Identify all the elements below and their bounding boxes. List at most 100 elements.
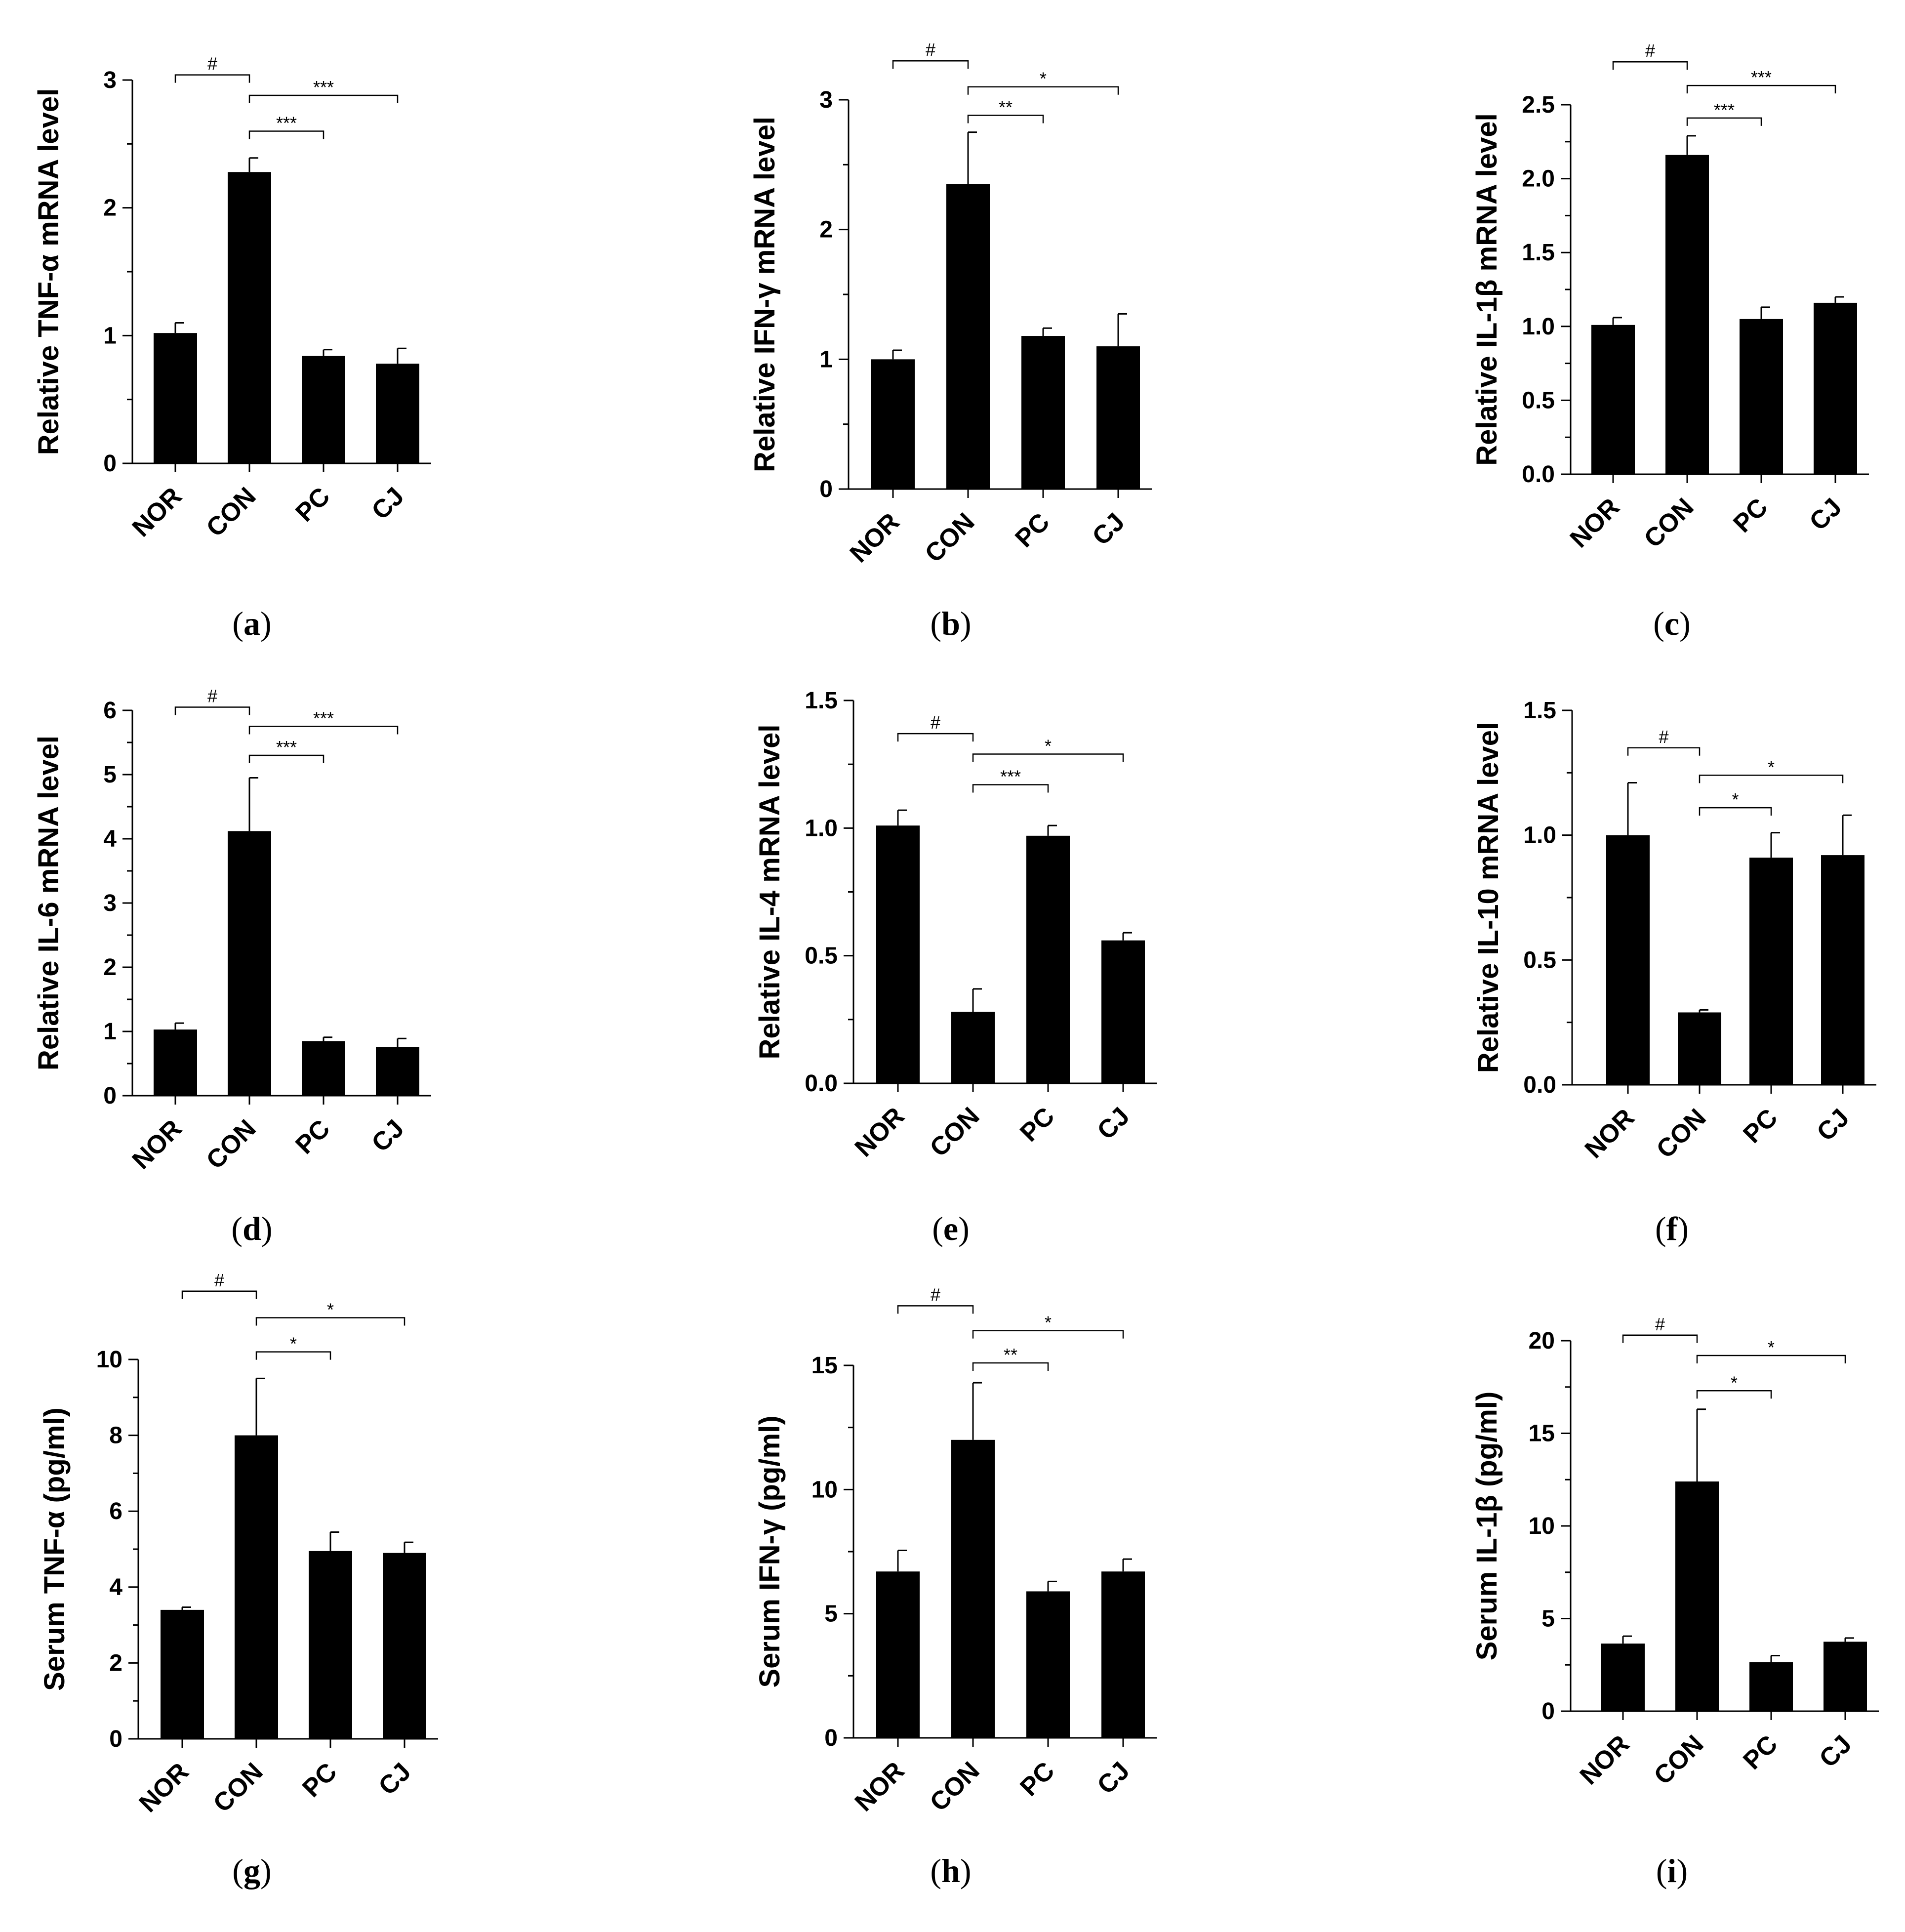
significance-bracket (972, 1330, 1124, 1339)
significance-bracket (174, 706, 250, 715)
significance-bracket (1612, 61, 1688, 70)
panel-label: (f) (1655, 1210, 1689, 1247)
y-tick-label: 0 (819, 476, 833, 502)
significance-label: ** (1004, 1345, 1017, 1365)
significance-bracket (972, 753, 1124, 762)
bar-cj (376, 1047, 419, 1096)
significance-label: # (931, 1284, 940, 1305)
bar-con (951, 1439, 995, 1738)
panel-c: 0.0 0.5 1.0 1.5 2.0 2.5 NOR CON PC CJ # *** *** Relat… (1471, 41, 1869, 642)
significance-bracket (1686, 117, 1762, 126)
bar-nor (154, 1029, 197, 1096)
panel-label: (i) (1656, 1852, 1688, 1890)
panel-d: 0 1 2 3 4 5 6 NOR CON PC CJ # *** *** Relative IL-6 mR… (33, 686, 431, 1247)
significance-bracket (248, 94, 399, 104)
y-tick-label: 0.0 (805, 1070, 838, 1097)
significance-label: * (290, 1334, 297, 1354)
significance-bracket (248, 754, 324, 763)
x-tick-label: PC (290, 1114, 335, 1159)
x-tick-label: CON (1639, 493, 1700, 553)
x-tick-label: CJ (1087, 507, 1130, 551)
bar-pc (309, 1551, 352, 1739)
significance-label: * (1045, 1313, 1052, 1333)
bar-nor (154, 333, 197, 463)
significance-bracket (972, 784, 1049, 793)
y-tick-label: 1.0 (805, 815, 838, 841)
x-tick-label: NOR (850, 1756, 910, 1817)
y-axis-label: Relative IL-1β mRNA level (1471, 113, 1503, 465)
bar-con (228, 172, 271, 463)
significance-label: *** (276, 113, 297, 133)
y-tick-label: 3 (103, 890, 117, 916)
x-tick-label: CJ (373, 1757, 416, 1801)
y-tick-label: 2.5 (1522, 92, 1555, 118)
significance-bracket (1696, 1390, 1772, 1399)
panel-a: 0 1 2 3 NOR CON PC CJ # *** *** Relative TNF-α mRNA… (33, 54, 431, 642)
bar-pc (302, 356, 345, 463)
bar-pc (1026, 1591, 1070, 1738)
significance-bracket (255, 1317, 405, 1326)
y-tick-label: 2 (109, 1650, 122, 1676)
bar-nor (1601, 1644, 1645, 1711)
y-tick-label: 10 (1529, 1513, 1555, 1539)
panel-label: (g) (232, 1852, 271, 1890)
significance-bracket (892, 60, 969, 69)
significance-bracket (174, 74, 250, 83)
y-tick-label: 15 (811, 1353, 838, 1379)
y-tick-label: 1 (103, 1019, 117, 1045)
y-tick-label: 2 (819, 217, 833, 243)
x-tick-label: NOR (127, 482, 188, 542)
y-tick-label: 1.5 (805, 688, 838, 714)
significance-bracket (1627, 747, 1701, 756)
panel-label: (b) (930, 605, 971, 642)
x-tick-label: NOR (127, 1114, 188, 1175)
x-tick-label: CJ (366, 1114, 409, 1157)
y-tick-label: 0 (109, 1726, 122, 1752)
y-tick-label: 1.5 (1522, 240, 1555, 266)
y-axis-label: Serum IFN-γ (pg/ml) (754, 1415, 786, 1687)
y-tick-label: 0 (824, 1725, 838, 1751)
y-tick-label: 1.5 (1523, 698, 1556, 724)
significance-label: * (1040, 69, 1047, 89)
x-tick-label: CJ (1092, 1102, 1135, 1145)
y-tick-label: 0 (1541, 1698, 1555, 1725)
significance-bracket (1699, 775, 1844, 783)
y-tick-label: 6 (103, 698, 117, 724)
y-tick-label: 20 (1529, 1328, 1555, 1354)
significance-label: *** (1751, 67, 1772, 87)
bar-cj (1824, 1642, 1867, 1711)
bar-cj (1814, 302, 1857, 474)
y-tick-label: 4 (109, 1574, 122, 1601)
y-tick-label: 0.5 (1522, 387, 1555, 413)
panel-i: 0 5 10 15 20 NOR CON PC CJ # * * Serum IL-1β (pg/ml)… (1471, 1314, 1879, 1890)
y-tick-label: 8 (109, 1423, 122, 1449)
significance-bracket (1686, 84, 1836, 94)
panel-g: 0 2 4 6 8 10 NOR CON PC CJ # * * Serum TNF-α (pg/ml) (… (39, 1270, 438, 1890)
y-axis-label: Relative IL-4 mRNA level (754, 725, 786, 1060)
significance-label: # (931, 712, 940, 733)
significance-bracket (181, 1290, 257, 1299)
x-tick-label: NOR (1565, 493, 1625, 553)
bar-con (946, 184, 990, 489)
x-tick-label: NOR (1575, 1729, 1635, 1790)
y-tick-label: 0.0 (1523, 1072, 1556, 1098)
x-tick-label: CON (201, 1114, 262, 1175)
significance-bracket (897, 733, 974, 742)
y-tick-label: 10 (96, 1347, 122, 1373)
y-axis-label: Serum TNF-α (pg/ml) (39, 1407, 71, 1691)
y-tick-label: 0.0 (1522, 461, 1555, 488)
significance-label: *** (313, 77, 334, 97)
significance-label: * (1732, 789, 1739, 810)
x-tick-label: CJ (366, 482, 409, 525)
significance-label: * (1731, 1372, 1738, 1393)
bar-cj (1101, 940, 1145, 1083)
x-tick-label: CON (1649, 1729, 1709, 1790)
y-tick-label: 1 (103, 323, 117, 349)
x-tick-label: PC (1010, 507, 1055, 553)
bar-cj (1101, 1571, 1145, 1738)
significance-bracket (1622, 1334, 1698, 1343)
y-tick-label: 2.0 (1522, 166, 1555, 192)
significance-bracket (1699, 807, 1772, 816)
y-tick-label: 2 (103, 954, 117, 981)
